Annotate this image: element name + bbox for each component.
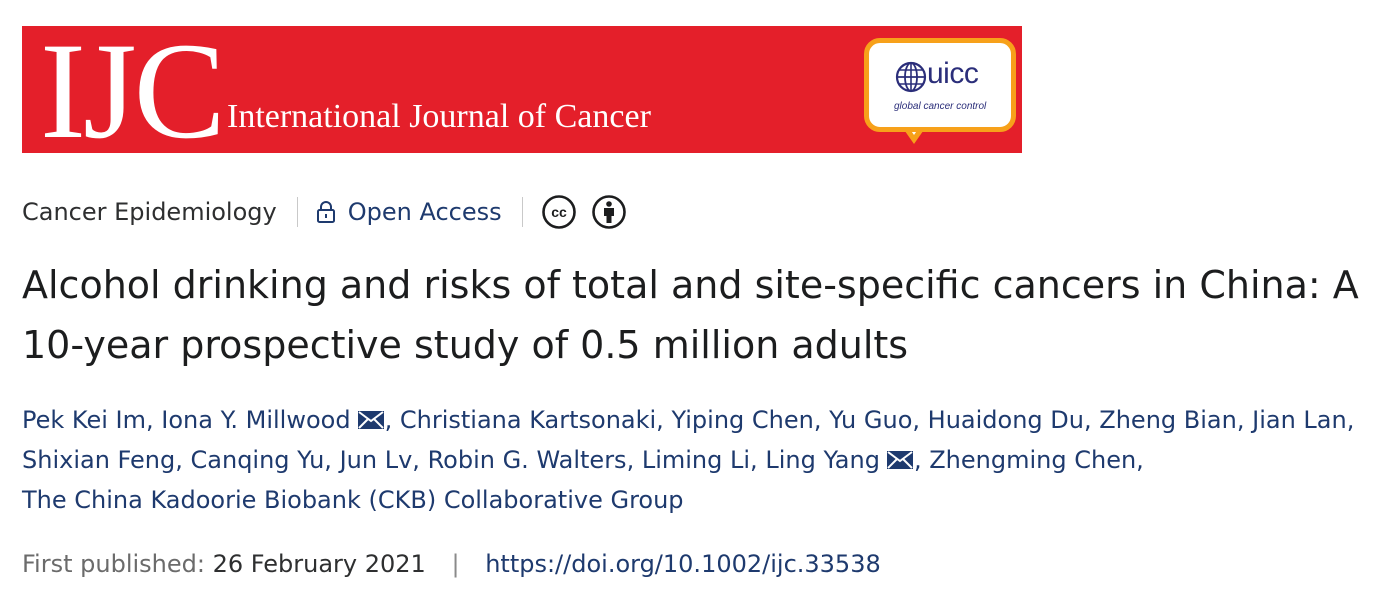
author-link[interactable]: Yu Guo,	[829, 406, 920, 434]
lock-icon	[316, 201, 335, 223]
author-name: Christiana Kartsonaki	[399, 406, 657, 434]
article-title: Alcohol drinking and risks of total and …	[22, 263, 1359, 367]
author-name: Jian Lan	[1252, 406, 1347, 434]
author-separator: ,	[1346, 406, 1355, 434]
author-link[interactable]: Pek Kei Im,	[22, 406, 154, 434]
author-name: Huaidong Du	[927, 406, 1084, 434]
globe-icon	[895, 61, 927, 93]
svg-text:cc: cc	[551, 204, 567, 220]
journal-name: International Journal of Cancer	[227, 98, 651, 135]
author-link[interactable]: Shixian Feng,	[22, 446, 183, 474]
author-name: Liming Li	[641, 446, 751, 474]
author-separator: ,	[912, 406, 921, 434]
journal-banner[interactable]: IJC International Journal of Cancer uicc…	[22, 26, 1022, 153]
first-published-label: First published:	[22, 550, 205, 578]
author-name: Zhengming Chen	[929, 446, 1137, 474]
author-name: Canqing Yu	[190, 446, 325, 474]
publication-date: 26 February 2021	[212, 550, 426, 578]
author-link[interactable]: Ling Yang,	[765, 446, 921, 474]
partner-logo-tagline: global cancer control	[894, 101, 987, 112]
author-link[interactable]: Christiana Kartsonaki,	[400, 406, 664, 434]
attribution-icon[interactable]	[591, 194, 627, 230]
author-link[interactable]: Robin G. Walters,	[428, 446, 635, 474]
author-link[interactable]: Iona Y. Millwood,	[161, 406, 392, 434]
author-name: Ling Yang	[765, 446, 880, 474]
author-link[interactable]: Yiping Chen,	[671, 406, 821, 434]
author-separator: ,	[1084, 406, 1092, 434]
article-category[interactable]: Cancer Epidemiology	[22, 198, 277, 226]
author-separator: ,	[626, 446, 635, 474]
divider	[296, 197, 298, 227]
author-name: Shixian Feng	[22, 446, 176, 474]
author-name: Pek Kei Im	[22, 406, 146, 434]
article-meta-row: Cancer Epidemiology Open Access cc	[22, 194, 627, 230]
author-link[interactable]: Canqing Yu,	[191, 446, 332, 474]
journal-logo: IJC	[40, 26, 226, 153]
doi-link[interactable]: https://doi.org/10.1002/ijc.33538	[485, 550, 881, 578]
author-name: Yiping Chen	[671, 406, 814, 434]
author-link[interactable]: Huaidong Du,	[928, 406, 1092, 434]
partner-logo[interactable]: uicc global cancer control	[864, 38, 1016, 132]
author-separator: ,	[175, 446, 183, 474]
author-separator: ,	[1236, 406, 1245, 434]
envelope-icon[interactable]	[357, 410, 385, 430]
open-access-badge[interactable]: Open Access	[316, 198, 502, 226]
license-icons[interactable]: cc	[541, 194, 627, 230]
author-list: Pek Kei Im, Iona Y. Millwood, Christiana…	[22, 400, 1392, 520]
author-name: Robin G. Walters	[427, 446, 627, 474]
author-name: The China Kadoorie Biobank (CKB) Collabo…	[22, 486, 684, 514]
author-separator: ,	[412, 446, 420, 474]
author-link[interactable]: Zheng Bian,	[1099, 406, 1244, 434]
envelope-icon[interactable]	[886, 450, 914, 470]
author-separator: ,	[384, 406, 393, 434]
author-link[interactable]: Jun Lv,	[340, 446, 420, 474]
author-name: Jun Lv	[339, 446, 413, 474]
author-link[interactable]: Jian Lan,	[1252, 406, 1354, 434]
author-name: Zheng Bian	[1099, 406, 1237, 434]
publication-info: First published: 26 February 2021 | http…	[22, 550, 881, 578]
author-separator: ,	[145, 406, 154, 434]
author-separator: ,	[913, 446, 922, 474]
author-separator: ,	[750, 446, 758, 474]
partner-logo-name: uicc	[927, 57, 979, 90]
divider	[521, 197, 523, 227]
separator: |	[451, 550, 460, 578]
author-separator: ,	[1136, 446, 1144, 474]
author-name: Yu Guo	[829, 406, 913, 434]
author-link[interactable]: The China Kadoorie Biobank (CKB) Collabo…	[22, 486, 684, 514]
author-separator: ,	[813, 406, 822, 434]
author-separator: ,	[324, 446, 332, 474]
creative-commons-icon[interactable]: cc	[541, 194, 577, 230]
author-link[interactable]: Liming Li,	[642, 446, 758, 474]
author-link[interactable]: Zhengming Chen,	[929, 446, 1144, 474]
open-access-label: Open Access	[347, 198, 502, 226]
author-separator: ,	[656, 406, 664, 434]
author-name: Iona Y. Millwood	[161, 406, 351, 434]
